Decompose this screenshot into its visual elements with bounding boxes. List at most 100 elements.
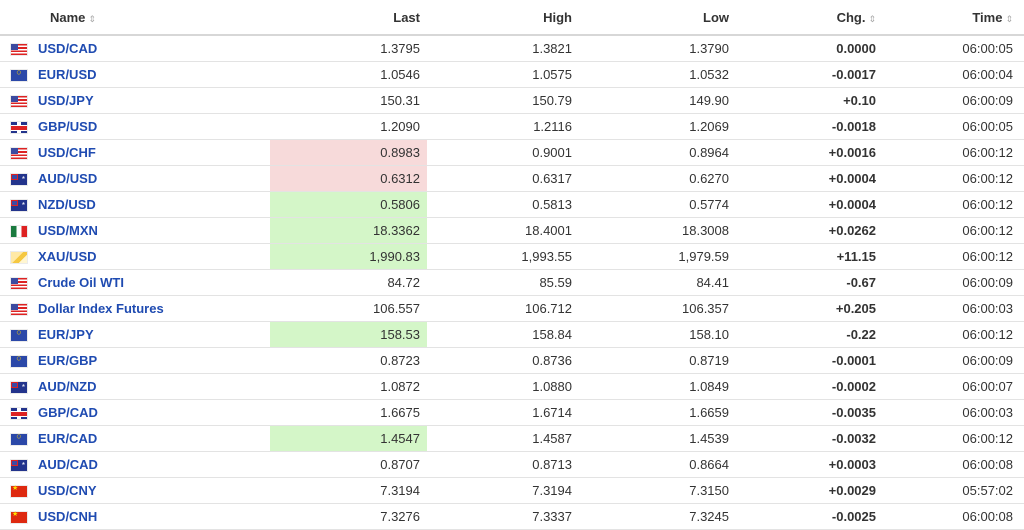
table-row[interactable]: GBP/USD 1.2090 1.2116 1.2069 -0.0018 06:00:05 <box>0 113 1024 140</box>
instrument-link[interactable]: EUR/USD <box>38 67 97 82</box>
au-flag-icon <box>11 382 27 394</box>
last-price-cell: 0.5806 <box>270 191 427 218</box>
low-price-cell: 1.0849 <box>579 373 736 400</box>
table-row[interactable]: GBP/CAD 1.6675 1.6714 1.6659 -0.0035 06:00:03 <box>0 399 1024 426</box>
instrument-name-cell[interactable]: AUD/CAD <box>38 451 270 478</box>
sort-arrows-icon[interactable]: ⇕ <box>1005 13 1013 24</box>
flag-cell <box>0 321 38 348</box>
instrument-link[interactable]: GBP/USD <box>38 119 98 134</box>
time-column-header[interactable]: Time ⇕ <box>882 0 1024 36</box>
instrument-name-cell[interactable]: GBP/CAD <box>38 399 270 426</box>
time-cell: 06:00:12 <box>882 191 1024 218</box>
sort-arrows-icon[interactable]: ⇕ <box>88 13 96 24</box>
time-cell: 06:00:12 <box>882 217 1024 244</box>
change-cell: +11.15 <box>736 243 882 270</box>
instrument-name-cell[interactable]: EUR/JPY <box>38 321 270 348</box>
last-price-cell: 158.53 <box>270 321 427 348</box>
last-price-cell: 1.6675 <box>270 399 427 426</box>
last-price-cell: 0.8723 <box>270 347 427 374</box>
instrument-name-cell[interactable]: XAU/USD <box>38 243 270 270</box>
instrument-link[interactable]: AUD/USD <box>38 171 98 186</box>
table-row[interactable]: XAU/USD 1,990.83 1,993.55 1,979.59 +11.15 06:… <box>0 243 1024 270</box>
eu-flag-icon <box>11 67 27 82</box>
instrument-link[interactable]: NZD/USD <box>38 197 96 212</box>
instrument-link[interactable]: GBP/CAD <box>38 405 98 420</box>
instrument-link[interactable]: XAU/USD <box>38 249 97 264</box>
instrument-name-cell[interactable]: AUD/NZD <box>38 373 270 400</box>
instrument-link[interactable]: USD/CNH <box>38 509 98 524</box>
instrument-name-cell[interactable]: USD/CAD <box>38 35 270 62</box>
us-flag-icon <box>11 148 27 160</box>
instrument-link[interactable]: EUR/CAD <box>38 431 98 446</box>
instrument-link[interactable]: Dollar Index Futures <box>38 301 164 316</box>
time-value: 06:00:12 <box>962 197 1013 212</box>
flag-cell <box>0 243 38 270</box>
instrument-name-cell[interactable]: NZD/USD <box>38 191 270 218</box>
instrument-name-cell[interactable]: EUR/GBP <box>38 347 270 374</box>
last-price-cell: 1.0872 <box>270 373 427 400</box>
time-cell: 06:00:09 <box>882 269 1024 296</box>
last-price-cell: 106.557 <box>270 295 427 322</box>
time-cell: 06:00:12 <box>882 243 1024 270</box>
last-price-cell: 7.3276 <box>270 503 427 530</box>
instrument-name-cell[interactable]: EUR/USD <box>38 61 270 88</box>
instrument-link[interactable]: USD/MXN <box>38 223 98 238</box>
table-row[interactable]: USD/JPY 150.31 150.79 149.90 +0.10 06:00:09 <box>0 87 1024 114</box>
name-column-header[interactable]: Name ⇕ <box>38 0 270 36</box>
high-price-cell: 1.6714 <box>427 399 579 426</box>
instrument-link[interactable]: USD/CNY <box>38 483 97 498</box>
change-cell: +0.0004 <box>736 165 882 192</box>
instrument-name-cell[interactable]: EUR/CAD <box>38 425 270 452</box>
instrument-name-cell[interactable]: Crude Oil WTI <box>38 269 270 296</box>
instrument-name-cell[interactable]: USD/CNY <box>38 477 270 504</box>
high-price-cell: 0.5813 <box>427 191 579 218</box>
high-price-cell: 150.79 <box>427 87 579 114</box>
change-cell: +0.0004 <box>736 191 882 218</box>
instrument-link[interactable]: USD/CAD <box>38 41 98 56</box>
time-cell: 06:00:03 <box>882 399 1024 426</box>
instrument-name-cell[interactable]: USD/CHF <box>38 139 270 166</box>
table-row[interactable]: USD/CHF 0.8983 0.9001 0.8964 +0.0016 06:00:12 <box>0 139 1024 166</box>
sort-arrows-icon[interactable]: ⇕ <box>868 13 876 24</box>
instrument-name-cell[interactable]: USD/JPY <box>38 87 270 114</box>
flag-cell <box>0 191 38 218</box>
instrument-link[interactable]: Crude Oil WTI <box>38 275 124 290</box>
table-row[interactable]: Crude Oil WTI 84.72 85.59 84.41 -0.67 06:00:0… <box>0 269 1024 296</box>
instrument-name-cell[interactable]: AUD/USD <box>38 165 270 192</box>
instrument-link[interactable]: USD/JPY <box>38 93 94 108</box>
gb-flag-icon <box>11 408 27 420</box>
instrument-name-cell[interactable]: USD/MXN <box>38 217 270 244</box>
chg-column-header[interactable]: Chg. ⇕ <box>736 0 882 36</box>
time-cell: 06:00:12 <box>882 165 1024 192</box>
table-row[interactable]: USD/MXN 18.3362 18.4001 18.3008 +0.0262 06:00… <box>0 217 1024 244</box>
table-row[interactable]: Dollar Index Futures 106.557 106.712 106.35… <box>0 295 1024 322</box>
instrument-link[interactable]: AUD/CAD <box>38 457 98 472</box>
instrument-name-cell[interactable]: Dollar Index Futures <box>38 295 270 322</box>
high-price-cell: 1.0575 <box>427 61 579 88</box>
low-price-cell: 7.3245 <box>579 503 736 530</box>
time-cell: 06:00:08 <box>882 451 1024 478</box>
flag-cell <box>0 269 38 296</box>
time-value: 06:00:12 <box>962 171 1013 186</box>
time-value: 06:00:09 <box>962 275 1013 290</box>
instrument-link[interactable]: AUD/NZD <box>38 379 97 394</box>
instrument-link[interactable]: EUR/GBP <box>38 353 98 368</box>
instrument-name-cell[interactable]: USD/CNH <box>38 503 270 530</box>
us-flag-icon <box>11 278 27 290</box>
instrument-link[interactable]: USD/CHF <box>38 145 96 160</box>
instrument-name-cell[interactable]: GBP/USD <box>38 113 270 140</box>
table-row[interactable]: USD/CAD 1.3795 1.3821 1.3790 0.0000 06:00:05 <box>0 35 1024 62</box>
instrument-link[interactable]: EUR/JPY <box>38 327 94 342</box>
time-header-label: Time <box>972 9 1003 25</box>
time-value: 06:00:12 <box>962 249 1013 264</box>
